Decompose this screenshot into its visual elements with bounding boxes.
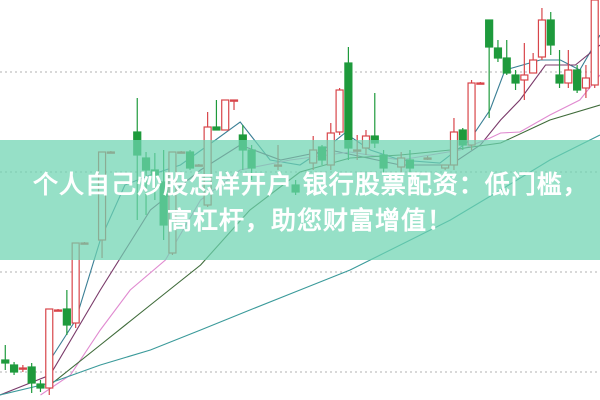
- banner-text-line1: 个人自己炒股怎样开户 银行股票配资：低门槛，: [33, 170, 589, 199]
- candle-body: [581, 77, 591, 89]
- candle-body: [335, 89, 344, 133]
- candle-body: [590, 0, 599, 86]
- candle-body: [467, 82, 476, 146]
- candle-body: [27, 366, 36, 384]
- candle-body: [502, 57, 511, 74]
- candle-body: [344, 62, 353, 149]
- candle-body: [555, 74, 564, 84]
- candle-body: [564, 69, 573, 84]
- candle-body: [36, 383, 45, 389]
- candle-body: [229, 99, 239, 102]
- banner-text-line2: 高杠杆，助您财富增值！: [167, 206, 454, 235]
- title-banner: [0, 140, 600, 260]
- candle-body: [53, 309, 63, 312]
- candle-body: [546, 19, 555, 46]
- candle-body: [573, 69, 582, 91]
- candle-body: [1, 359, 10, 364]
- candle-body: [485, 19, 494, 48]
- candle-body: [18, 367, 27, 370]
- candle-body: [537, 19, 547, 58]
- candle-body: [529, 59, 538, 74]
- candle-body: [212, 126, 221, 131]
- candle-body: [493, 47, 503, 59]
- candle-body: [476, 82, 485, 85]
- candle-body: [520, 74, 529, 81]
- candle-body: [9, 364, 19, 373]
- candle-body: [511, 74, 520, 84]
- candle-body: [221, 99, 230, 131]
- candle-body: [45, 308, 54, 389]
- candle-body: [62, 308, 71, 326]
